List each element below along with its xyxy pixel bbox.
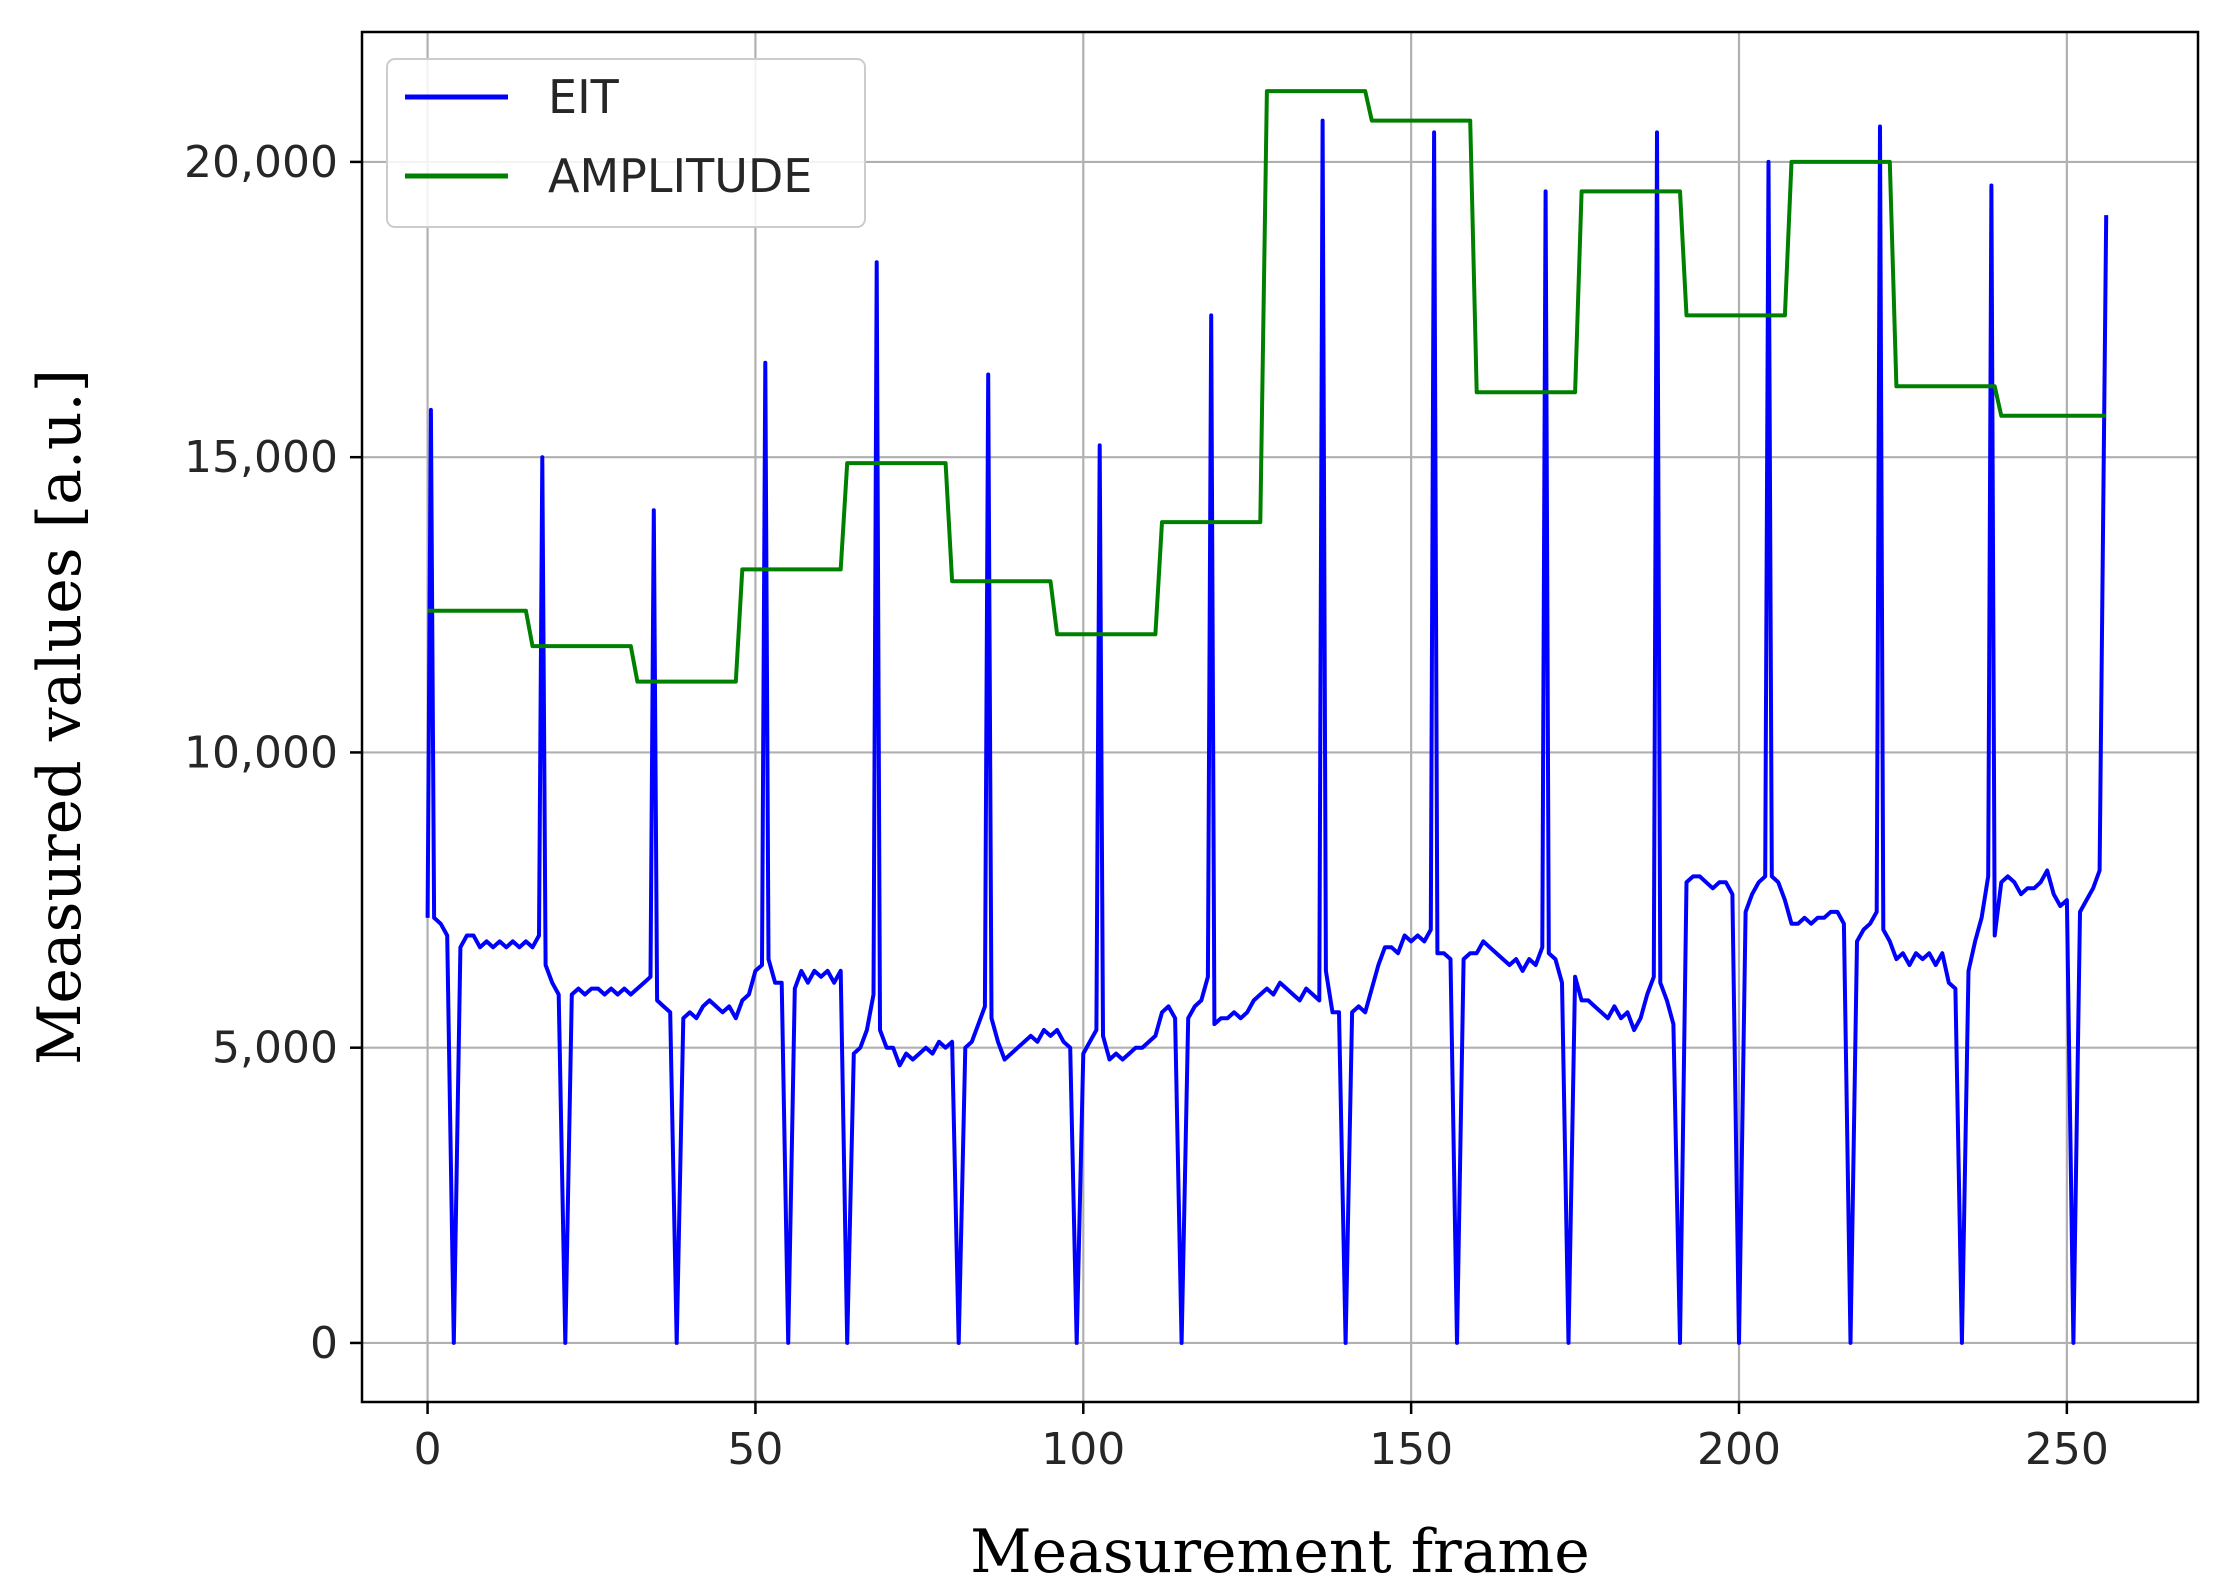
grid bbox=[362, 32, 2198, 1402]
ticks: 0 50 100 150 200 250 0 5,000 10,000 15,000 20,000 bbox=[184, 137, 2109, 1475]
y-tick-label: 20,000 bbox=[184, 137, 338, 188]
series-layer bbox=[425, 89, 2109, 1345]
y-tick-label: 0 bbox=[310, 1318, 338, 1369]
series-line-amplitude bbox=[427, 89, 2107, 684]
y-tick-label: 15,000 bbox=[184, 432, 338, 483]
plot-frame bbox=[360, 30, 2200, 1404]
x-tick-label: 150 bbox=[1369, 1424, 1453, 1475]
y-tick-label: 5,000 bbox=[212, 1023, 338, 1074]
x-tick-label: 200 bbox=[1697, 1424, 1781, 1475]
series-line-eit bbox=[425, 118, 2109, 1345]
legend-box bbox=[386, 58, 866, 228]
x-tick-label: 250 bbox=[2025, 1424, 2109, 1475]
legend-label-eit: EIT bbox=[548, 70, 620, 124]
x-axis-label: Measurement frame bbox=[970, 1517, 1590, 1587]
legend-label-amplitude: AMPLITUDE bbox=[548, 149, 812, 203]
x-tick-label: 100 bbox=[1041, 1424, 1125, 1475]
y-tick-label: 10,000 bbox=[184, 727, 338, 778]
legend: EIT AMPLITUDE bbox=[386, 58, 866, 228]
x-tick-label: 50 bbox=[727, 1424, 783, 1475]
x-tick-label: 0 bbox=[414, 1424, 442, 1475]
y-axis-label: Measured values [a.u.] bbox=[25, 369, 95, 1065]
